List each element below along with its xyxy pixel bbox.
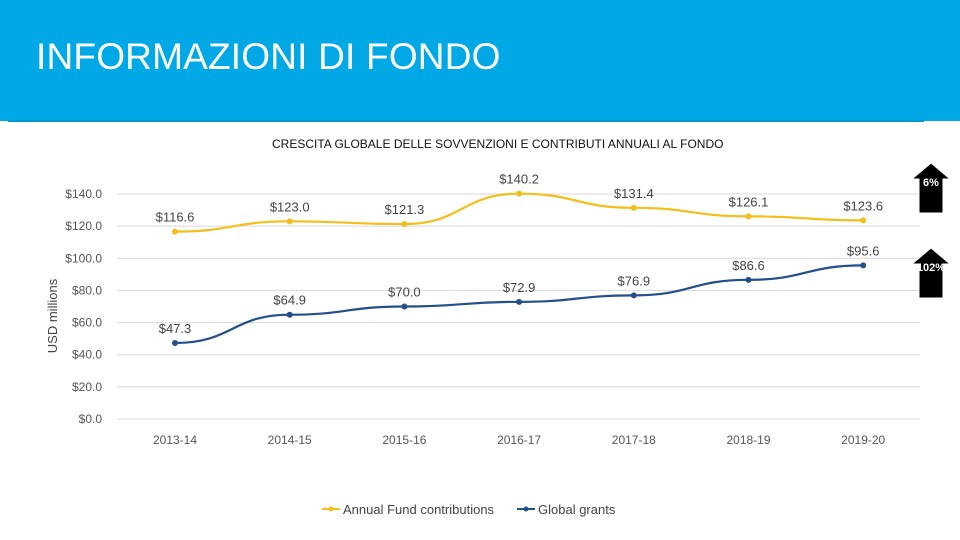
page-title: INFORMAZIONI DI FONDO <box>36 36 501 77</box>
x-tick-label: 2018-19 <box>726 433 770 447</box>
y-tick-label: $100.0 <box>65 251 102 265</box>
data-point <box>172 339 178 346</box>
series-lines <box>172 190 867 346</box>
x-tick-label: 2013-14 <box>153 433 197 447</box>
data-point <box>401 303 408 310</box>
data-point <box>630 292 637 299</box>
grid-lines <box>117 193 920 420</box>
data-point <box>516 190 523 197</box>
data-label: $121.3 <box>385 202 425 217</box>
data-point <box>745 276 752 283</box>
data-point <box>286 311 293 318</box>
y-axis-ticks: $0.0 $20.0 $40.0 $60.0 $80.0 $100.0 $120.0 $140… <box>65 187 102 426</box>
data-label: $72.9 <box>503 280 536 295</box>
legend-marker <box>328 506 334 512</box>
x-tick-label: 2014-15 <box>268 433 312 447</box>
data-point <box>172 228 178 235</box>
y-tick-label: $60.0 <box>72 316 102 330</box>
up-arrow-icon <box>910 247 952 299</box>
change-annotations: 6% 102% <box>910 162 952 299</box>
up-arrow-icon <box>910 162 952 214</box>
x-tick-label: 2016-17 <box>497 433 541 447</box>
y-tick-label: $140.0 <box>65 187 102 201</box>
chart-legend: Annual Fund contributions Global grants <box>322 502 616 517</box>
y-tick-label: $80.0 <box>72 283 102 297</box>
data-point <box>286 218 293 225</box>
data-label: $95.6 <box>847 243 880 258</box>
data-point <box>401 221 408 228</box>
data-label: $47.3 <box>159 321 192 336</box>
y-tick-label: $40.0 <box>72 348 102 362</box>
data-label: $126.1 <box>729 194 769 209</box>
legend-marker <box>523 506 529 512</box>
legend-entry: Annual Fund contributions <box>343 502 495 517</box>
data-label: $86.6 <box>732 258 765 273</box>
y-axis-label: USD millions <box>45 278 60 353</box>
data-label: $70.0 <box>388 285 421 300</box>
data-label: $116.6 <box>156 210 195 225</box>
data-labels: $116.6 $123.0 $121.3 $140.2 $131.4 $126.1 $123… <box>156 172 883 336</box>
data-label: $131.4 <box>614 186 654 201</box>
y-tick-label: $20.0 <box>72 380 102 394</box>
y-tick-label: $0.0 <box>79 412 103 426</box>
data-point <box>630 204 637 211</box>
data-point <box>745 213 752 220</box>
x-tick-label: 2017-18 <box>612 433 656 447</box>
y-tick-label: $120.0 <box>65 219 102 233</box>
data-point <box>860 217 867 224</box>
chart-title: CRESCITA GLOBALE DELLE SOVVENZIONI E CON… <box>272 137 724 151</box>
data-point <box>516 298 523 305</box>
header-banner <box>0 0 960 121</box>
x-axis-ticks: 2013-14 2014-15 2015-16 2016-17 2017-18 2018-… <box>153 433 886 447</box>
x-tick-label: 2019-20 <box>841 433 885 447</box>
data-label: $140.2 <box>499 172 539 187</box>
data-label: $64.9 <box>273 293 306 308</box>
data-label: $123.6 <box>843 198 883 213</box>
change-label: 102% <box>917 262 945 274</box>
header-divider <box>8 120 924 122</box>
x-tick-label: 2015-16 <box>382 433 426 447</box>
data-point <box>860 262 867 269</box>
legend-entry: Global grants <box>538 502 616 517</box>
data-label: $123.0 <box>270 199 310 214</box>
data-label: $76.9 <box>618 273 651 288</box>
change-label: 6% <box>923 177 939 189</box>
